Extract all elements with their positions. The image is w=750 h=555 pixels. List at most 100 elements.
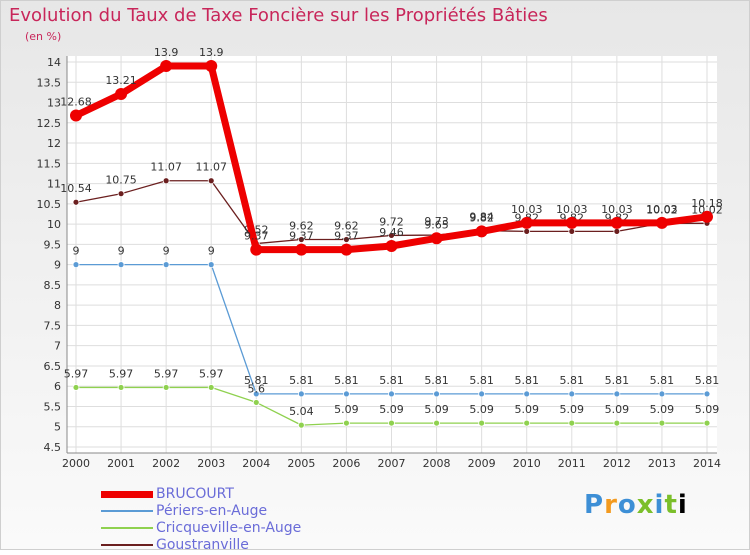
data-label-p-riers-en-auge: 5.81 <box>469 374 494 387</box>
data-label-goustranville: 9.84 <box>469 211 494 224</box>
data-label-p-riers-en-auge: 5.81 <box>244 374 269 387</box>
data-point-brucourt <box>610 216 623 229</box>
x-tick-label: 2008 <box>423 457 451 470</box>
y-tick-label: 6 <box>54 380 61 393</box>
x-tick-label: 2010 <box>513 457 541 470</box>
y-tick-label: 14 <box>47 56 61 69</box>
y-tick-label: 8 <box>54 299 61 312</box>
data-label-brucourt: 10.03 <box>601 203 633 216</box>
data-label-p-riers-en-auge: 5.81 <box>334 374 359 387</box>
data-point-goustranville <box>343 236 350 243</box>
data-point-goustranville <box>162 177 170 185</box>
y-tick-label: 5.5 <box>44 400 62 413</box>
data-label-goustranville: 11.07 <box>195 161 227 174</box>
data-label-brucourt: 9.37 <box>244 230 269 243</box>
data-label-goustranville: 10.02 <box>691 203 723 216</box>
data-label-p-riers-en-auge: 5.81 <box>695 374 720 387</box>
legend-label-brucourt: BRUCOURT <box>156 486 234 502</box>
x-tick-label: 2006 <box>332 457 360 470</box>
data-label-goustranville: 9.73 <box>424 215 449 228</box>
data-point-brucourt <box>475 225 488 238</box>
data-label-brucourt: 9.37 <box>289 230 314 243</box>
data-label-brucourt: 10.03 <box>556 203 588 216</box>
data-label-cricqueville-en-auge: 5.97 <box>154 367 179 380</box>
x-tick-label: 2003 <box>197 457 225 470</box>
y-tick-label: 7 <box>54 340 61 353</box>
x-tick-label: 2002 <box>152 457 180 470</box>
legend-label-periers: Périers-en-Auge <box>156 503 268 519</box>
data-label-cricqueville-en-auge: 5.04 <box>289 405 314 418</box>
data-point-brucourt <box>430 232 443 245</box>
data-point-brucourt <box>385 239 398 252</box>
data-point-p-riers-en-auge <box>433 390 440 398</box>
data-point-p-riers-en-auge <box>343 390 350 398</box>
data-point-p-riers-en-auge <box>613 390 621 398</box>
data-point-goustranville <box>297 236 305 243</box>
x-tick-label: 2007 <box>378 457 406 470</box>
data-point-p-riers-en-auge <box>207 261 215 269</box>
data-point-p-riers-en-auge <box>478 390 486 398</box>
data-label-p-riers-en-auge: 5.81 <box>424 374 449 387</box>
data-point-p-riers-en-auge <box>252 390 260 398</box>
y-tick-label: 11.5 <box>37 157 62 170</box>
data-label-p-riers-en-auge: 5.81 <box>379 374 404 387</box>
y-tick-label: 12.5 <box>37 117 62 130</box>
data-point-brucourt <box>160 60 173 73</box>
data-label-cricqueville-en-auge: 5.09 <box>605 403 630 416</box>
data-label-p-riers-en-auge: 9 <box>208 245 215 258</box>
data-label-goustranville: 9.62 <box>289 220 314 233</box>
data-point-p-riers-en-auge <box>117 261 125 269</box>
data-point-cricqueville-en-auge <box>343 419 350 427</box>
data-point-p-riers-en-auge <box>297 390 305 398</box>
y-tick-label: 11 <box>47 178 61 191</box>
x-tick-label: 2001 <box>107 457 135 470</box>
data-label-cricqueville-en-auge: 5.97 <box>199 367 224 380</box>
x-tick-label: 2000 <box>62 457 90 470</box>
data-label-p-riers-en-auge: 5.81 <box>514 374 539 387</box>
data-point-goustranville <box>523 227 531 235</box>
data-point-cricqueville-en-auge <box>658 419 666 427</box>
legend-swatch-periers <box>101 510 153 512</box>
data-point-cricqueville-en-auge <box>117 384 125 391</box>
data-label-p-riers-en-auge: 5.81 <box>289 374 314 387</box>
legend-swatch-brucourt <box>101 491 153 498</box>
x-tick-label: 2013 <box>648 457 676 470</box>
y-tick-label: 6.5 <box>44 360 62 373</box>
data-point-cricqueville-en-auge <box>252 399 260 406</box>
data-label-p-riers-en-auge: 5.81 <box>560 374 585 387</box>
y-tick-label: 10 <box>47 218 61 231</box>
data-point-goustranville <box>568 227 576 235</box>
y-tick-label: 13.5 <box>37 76 62 89</box>
data-label-cricqueville-en-auge: 5.97 <box>64 367 89 380</box>
x-tick-label: 2012 <box>603 457 631 470</box>
data-point-goustranville <box>207 177 215 185</box>
data-label-brucourt: 9.65 <box>424 218 449 231</box>
data-point-cricqueville-en-auge <box>388 419 395 427</box>
data-label-brucourt: 9.46 <box>379 226 404 239</box>
data-point-cricqueville-en-auge <box>162 384 170 391</box>
data-point-brucourt <box>520 216 533 229</box>
data-label-goustranville: 9.72 <box>379 215 404 228</box>
data-label-brucourt: 9.82 <box>469 211 494 224</box>
proxiti-logo: Proxiti <box>584 490 688 520</box>
y-axis-unit: (en %) <box>25 30 62 43</box>
legend-label-cricqueville: Cricqueville-en-Auge <box>156 520 302 536</box>
data-point-cricqueville-en-auge <box>703 419 711 427</box>
data-label-cricqueville-en-auge: 5.09 <box>650 403 675 416</box>
data-label-brucourt: 13.21 <box>105 74 137 87</box>
legend-label-goustranville: Goustranville <box>156 537 249 553</box>
data-label-goustranville: 10.02 <box>646 203 678 216</box>
data-point-cricqueville-en-auge <box>478 419 486 427</box>
data-point-brucourt <box>655 216 668 229</box>
data-point-brucourt <box>115 88 128 101</box>
data-point-cricqueville-en-auge <box>523 419 531 427</box>
legend-swatch-cricqueville <box>101 527 153 529</box>
data-label-goustranville: 10.75 <box>105 174 137 187</box>
data-label-cricqueville-en-auge: 5.97 <box>109 367 134 380</box>
x-tick-label: 2014 <box>693 457 721 470</box>
data-point-p-riers-en-auge <box>388 390 395 398</box>
data-point-goustranville <box>117 190 125 198</box>
y-tick-label: 9.5 <box>44 238 62 251</box>
